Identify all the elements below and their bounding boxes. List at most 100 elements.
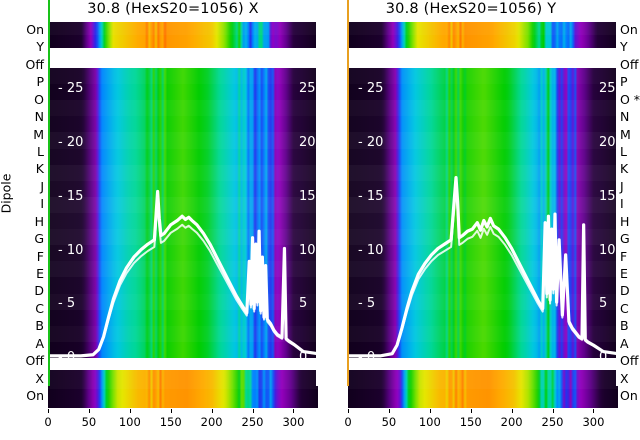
- x-tick-label: 150: [159, 415, 182, 429]
- x-tick-mark: [293, 409, 295, 413]
- category-label-right: D: [620, 283, 630, 299]
- y-tick-left-panel-right-edge: 20: [299, 135, 316, 151]
- heatmap-panel-x[interactable]: [48, 22, 318, 408]
- x-tick-mark: [552, 409, 554, 413]
- category-label-left: E: [36, 266, 44, 281]
- band-bottom-strip-y: [348, 370, 618, 408]
- x-tick-label: 0: [44, 415, 52, 429]
- category-label-right: B: [620, 318, 629, 334]
- heatmap-panel-y[interactable]: [348, 22, 618, 408]
- x-tick-mark: [511, 409, 513, 413]
- x-tick-mark: [211, 409, 213, 413]
- category-label-left: C: [35, 300, 44, 316]
- category-label-left: J: [40, 178, 44, 194]
- category-label-left: K: [35, 161, 44, 177]
- x-tick-label: 50: [81, 415, 97, 429]
- category-label-right: K: [620, 161, 629, 177]
- y-tick-left-inner: - 0: [58, 350, 76, 365]
- band-bottom-strip-x: [48, 370, 318, 408]
- category-label-right: A: [620, 335, 629, 351]
- category-label-right: F: [620, 248, 628, 264]
- x-tick-label: 250: [541, 415, 564, 429]
- x-tick-mark: [388, 409, 390, 413]
- y-tick-left-panel-right-edge: 25: [299, 81, 316, 97]
- category-label-left: Y: [36, 39, 44, 55]
- category-label-left: X: [35, 370, 44, 386]
- y-tick-left-panel-right-edge: 10: [299, 242, 316, 258]
- category-label-left: P: [36, 74, 44, 90]
- heatmap-gradient-bottom-y: [348, 370, 618, 408]
- y-tick-right-panel-right-edge: 20: [599, 135, 616, 151]
- y-tick-left-inner: - 20: [58, 135, 84, 151]
- category-label-left: L: [37, 144, 44, 159]
- category-label-right: P: [620, 74, 628, 90]
- category-label-right: H: [620, 213, 630, 229]
- y-tick-right-inner: - 0: [358, 350, 376, 365]
- y-tick-right-panel-right-edge: 25: [599, 81, 616, 97]
- panel-left-edge-marker-x: [48, 0, 50, 386]
- x-tick-label: 100: [418, 415, 441, 429]
- x-tick-label: 50: [381, 415, 397, 429]
- y-tick-left-inner: - 15: [58, 188, 84, 204]
- y-tick-right-panel-right-edge: 15: [599, 188, 616, 204]
- x-tick-mark: [252, 409, 254, 413]
- x-tick-mark: [470, 409, 472, 413]
- band-main-body-y: [348, 68, 618, 358]
- category-label-right: On: [620, 22, 638, 37]
- y-tick-left-inner: - 10: [58, 242, 84, 258]
- category-label-right: On: [620, 388, 638, 403]
- category-label-left: D: [34, 283, 44, 299]
- category-label-right: Off: [620, 353, 639, 369]
- x-tick-label: 150: [459, 415, 482, 429]
- y-tick-left-inner: - 25: [58, 81, 84, 97]
- heatmap-gradient-main-y: [348, 68, 618, 358]
- y-tick-right-inner: - 15: [358, 188, 384, 204]
- y-tick-right-inner: - 5: [358, 296, 376, 312]
- band-main-body-x: [48, 68, 318, 358]
- x-tick-label: 300: [282, 415, 305, 429]
- panel-right-edge-marker-y: [616, 0, 618, 386]
- category-label-left: Off: [25, 353, 44, 369]
- y-tick-right-panel-right-edge: 5: [599, 296, 608, 312]
- category-label-left: On: [26, 22, 44, 37]
- heatmap-gradient-top-x: [48, 22, 318, 48]
- category-label-right: Y: [620, 39, 628, 55]
- x-tick-mark: [48, 409, 49, 413]
- category-label-right: Off: [620, 56, 639, 72]
- category-label-right: J: [620, 178, 624, 194]
- category-label-right: X: [620, 370, 629, 386]
- category-label-right: O **: [620, 91, 640, 107]
- x-tick-label: 100: [118, 415, 141, 429]
- category-label-left: O: [34, 91, 44, 107]
- x-tick-mark: [348, 409, 349, 413]
- x-tick-mark: [593, 409, 595, 413]
- y-tick-right-inner: - 10: [358, 242, 384, 258]
- category-label-left: H: [34, 213, 44, 229]
- category-label-left: A: [35, 335, 44, 351]
- category-label-right: L: [620, 144, 627, 159]
- category-label-right: E: [620, 266, 628, 281]
- category-label-right: C: [620, 300, 629, 316]
- x-tick-label: 250: [241, 415, 264, 429]
- category-label-left: N: [34, 109, 44, 125]
- category-label-left: M: [33, 126, 44, 142]
- category-label-right: I: [620, 196, 624, 212]
- x-tick-mark: [429, 409, 431, 413]
- y-tick-right-panel-right-edge: 0: [599, 350, 608, 365]
- panel-title-right: 30.8 (HexS20=1056) Y: [385, 1, 557, 17]
- x-tick-label: 200: [500, 415, 523, 429]
- panel-right-edge-marker-x: [316, 0, 318, 386]
- band-top-strip-x: [48, 22, 318, 48]
- category-label-left: Off: [25, 56, 44, 72]
- heatmap-gradient-top-y: [348, 22, 618, 48]
- y-tick-right-inner: - 25: [358, 81, 384, 97]
- x-tick-label: 0: [344, 415, 352, 429]
- heatmap-gradient-bottom-x: [48, 370, 318, 408]
- category-label-left: B: [35, 318, 44, 334]
- category-label-left: I: [40, 196, 44, 212]
- category-label-right: M: [620, 126, 631, 142]
- panel-left-edge-marker-y: [347, 0, 349, 386]
- x-tick-label: 200: [200, 415, 223, 429]
- category-label-left: F: [36, 248, 44, 264]
- x-tick-mark: [129, 409, 131, 413]
